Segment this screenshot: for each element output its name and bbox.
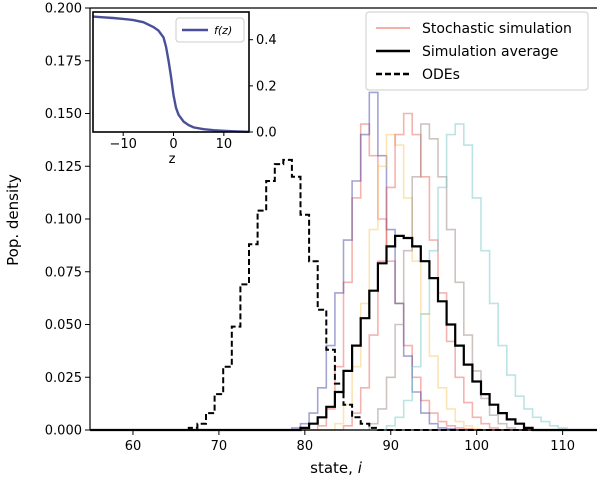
inset-series-group	[92, 15, 250, 133]
inset-x-tick-label: 10	[216, 137, 233, 152]
y-tick-label: 0.125	[45, 160, 82, 175]
series-simulation-average	[90, 234, 597, 432]
y-tick-label: 0.100	[45, 213, 82, 228]
main-y-ticks: 0.000 0.025 0.050 0.075 0.100 0.125 0.150 0.175…	[45, 2, 90, 439]
x-tick-label: 100	[464, 439, 489, 454]
inset-axes	[92, 11, 250, 133]
y-axis-label: Pop. density	[4, 174, 22, 266]
inset-y-tick-label: 0.2	[256, 79, 277, 94]
inset-plot: −10 0 10 0.0 0.2 0.4 z f(z)	[92, 11, 277, 167]
y-tick-label: 0.050	[45, 318, 82, 333]
y-tick-label: 0.150	[45, 107, 82, 122]
inset-y-tick-label: 0.0	[256, 126, 277, 141]
y-tick-label: 0.075	[45, 265, 82, 280]
main-series-group	[90, 91, 597, 432]
inset-y-tick-label: 0.4	[256, 33, 277, 48]
legend-frame	[365, 11, 589, 91]
y-tick-label: 0.025	[45, 371, 82, 386]
inset-x-ticks: −10 0 10	[109, 132, 232, 152]
series-stochastic-simulation-6	[90, 123, 597, 431]
inset-legend: f(z)	[175, 17, 245, 43]
x-tick-label: 70	[211, 439, 228, 454]
legend: Stochastic simulation Simulation average O…	[365, 11, 589, 91]
inset-y-ticks: 0.0 0.2 0.4	[249, 33, 277, 141]
main-x-ticks: 60 70 80 90 100 110	[125, 430, 575, 454]
inset-frame	[92, 11, 250, 133]
legend-label-0: Stochastic simulation	[422, 21, 572, 37]
inset-x-axis-label: z	[169, 152, 176, 167]
series-stochastic-simulation-2	[90, 91, 597, 431]
y-tick-label: 0.175	[45, 54, 82, 69]
x-tick-label: 110	[550, 439, 575, 454]
inset-legend-frame	[175, 17, 245, 43]
inset-legend-label: f(z)	[214, 24, 232, 37]
inset-x-tick-label: −10	[109, 137, 136, 152]
legend-label-1: Simulation average	[422, 44, 558, 60]
x-tick-label: 80	[297, 439, 314, 454]
x-axis-label-text: state,	[310, 459, 358, 477]
legend-label-2: ODEs	[422, 67, 460, 83]
legend-items: Stochastic simulation Simulation average O…	[376, 21, 572, 83]
inset-x-tick-label: 0	[169, 137, 177, 152]
y-tick-label: 0.200	[45, 2, 82, 17]
y-tick-label: 0.000	[45, 424, 82, 439]
x-axis-label: state, i	[310, 459, 363, 477]
x-tick-label: 60	[125, 439, 142, 454]
inset-series-f-z	[92, 15, 250, 133]
series-odes	[90, 158, 597, 431]
x-axis-label-variable: i	[358, 459, 363, 477]
main-plot: 60 70 80 90 100 110 0.0000.0250.0500.0750.100…	[4, 2, 597, 477]
x-tick-label: 90	[382, 439, 399, 454]
